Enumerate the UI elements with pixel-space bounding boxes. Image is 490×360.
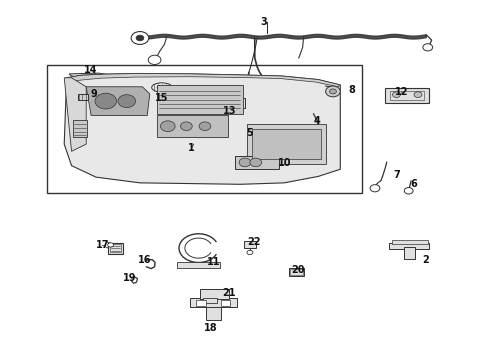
Bar — [47, 65, 362, 193]
Polygon shape — [64, 73, 340, 184]
Bar — [157, 116, 228, 137]
Bar — [206, 303, 220, 320]
Polygon shape — [86, 87, 150, 116]
Text: 19: 19 — [122, 273, 136, 283]
Bar — [244, 241, 256, 248]
Circle shape — [199, 122, 211, 131]
Circle shape — [370, 185, 380, 192]
Bar — [177, 262, 220, 267]
Bar — [108, 243, 123, 253]
Circle shape — [131, 32, 149, 44]
Text: 21: 21 — [222, 288, 236, 298]
Circle shape — [423, 44, 433, 51]
Bar — [73, 120, 87, 137]
Ellipse shape — [152, 83, 172, 92]
Text: 9: 9 — [90, 89, 97, 99]
Bar — [196, 301, 206, 306]
Bar — [290, 269, 303, 275]
Text: 10: 10 — [278, 158, 292, 168]
Circle shape — [250, 158, 262, 167]
Bar — [392, 240, 428, 244]
Circle shape — [95, 93, 117, 109]
Circle shape — [160, 121, 175, 132]
Circle shape — [148, 55, 161, 64]
Circle shape — [404, 188, 413, 194]
Text: 3: 3 — [260, 17, 267, 27]
Bar — [190, 298, 237, 307]
Text: 1: 1 — [188, 143, 195, 153]
Polygon shape — [64, 78, 86, 151]
Circle shape — [330, 89, 336, 94]
Text: 15: 15 — [155, 93, 169, 103]
Bar — [220, 301, 230, 306]
Circle shape — [180, 122, 192, 131]
Text: 17: 17 — [96, 240, 109, 250]
Circle shape — [136, 35, 144, 41]
Text: 12: 12 — [394, 87, 408, 97]
Circle shape — [313, 125, 322, 132]
Bar — [234, 98, 245, 108]
Text: 16: 16 — [138, 255, 151, 265]
Bar — [390, 91, 424, 100]
Circle shape — [326, 86, 340, 97]
Bar — [247, 125, 326, 164]
Bar — [389, 243, 429, 249]
Circle shape — [108, 243, 114, 247]
Text: 4: 4 — [314, 116, 320, 126]
Text: 18: 18 — [204, 323, 218, 333]
Text: 20: 20 — [291, 265, 304, 275]
Bar — [110, 244, 122, 252]
Text: 13: 13 — [222, 106, 236, 116]
Bar — [385, 88, 429, 103]
Circle shape — [239, 158, 251, 167]
Circle shape — [392, 92, 400, 98]
Bar — [252, 129, 321, 159]
Bar — [404, 247, 415, 259]
Bar — [200, 289, 229, 299]
Text: 6: 6 — [410, 179, 417, 189]
Text: 2: 2 — [422, 255, 429, 265]
Text: 14: 14 — [84, 64, 98, 75]
Bar — [235, 156, 279, 169]
Text: 11: 11 — [206, 257, 220, 267]
Bar — [157, 85, 243, 114]
Circle shape — [228, 103, 237, 109]
Text: 5: 5 — [246, 128, 253, 138]
Circle shape — [118, 95, 136, 108]
Bar — [203, 298, 217, 303]
Circle shape — [247, 250, 253, 255]
Text: 7: 7 — [393, 170, 400, 180]
Polygon shape — [69, 73, 155, 84]
Polygon shape — [66, 73, 340, 87]
Text: 22: 22 — [247, 237, 261, 247]
Bar — [289, 268, 304, 276]
Circle shape — [414, 92, 422, 98]
Text: 8: 8 — [348, 85, 355, 95]
Bar — [78, 94, 88, 100]
